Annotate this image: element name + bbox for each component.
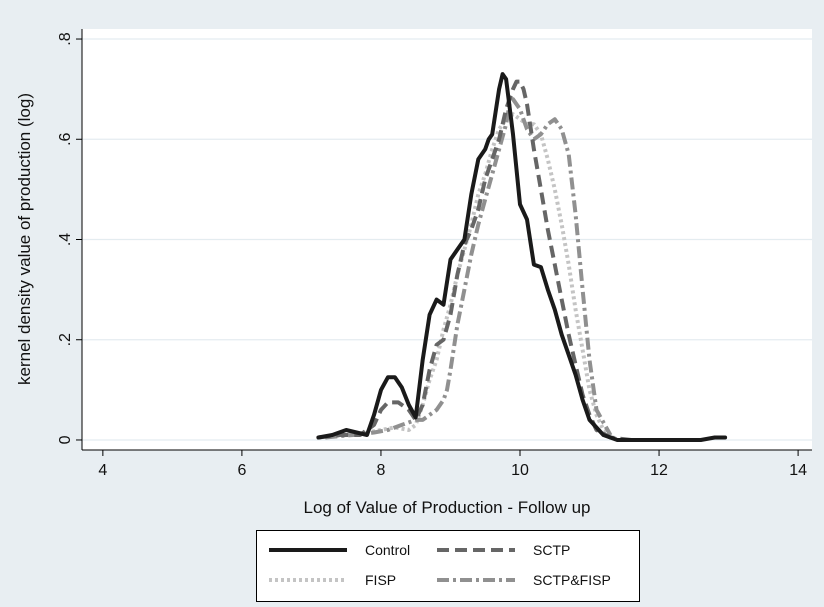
series-lines <box>316 72 728 442</box>
series-line-control <box>316 72 728 442</box>
y-axis-label: kernel density value of production (log) <box>15 93 34 385</box>
y-tick-label: .8 <box>57 32 74 45</box>
x-tick-label: 14 <box>789 462 807 479</box>
y-tick-label: 0 <box>57 435 74 444</box>
legend: Control SCTP FISP SCTP&FISP <box>256 530 640 602</box>
legend-label: FISP <box>365 572 396 588</box>
x-tick-label: 8 <box>376 462 385 479</box>
x-tick-label: 10 <box>511 462 529 479</box>
legend-svg: Control SCTP FISP SCTP&FISP <box>269 542 611 588</box>
x-tick-label: 12 <box>650 462 668 479</box>
legend-label: Control <box>365 542 410 558</box>
series-line-sctp-fisp <box>325 97 613 440</box>
x-tick-label: 6 <box>237 462 246 479</box>
x-tick-label: 4 <box>98 462 107 479</box>
series-line-fisp <box>318 112 619 442</box>
axes: 0 .2 .4 .6 .8 4 6 8 10 12 14 <box>57 29 812 479</box>
legend-label: SCTP <box>533 542 570 558</box>
legend-label: SCTP&FISP <box>533 572 611 588</box>
y-tick-label: .4 <box>57 233 74 246</box>
y-tick-label: .6 <box>57 132 74 145</box>
y-tick-label: .2 <box>57 333 74 346</box>
x-axis-label: Log of Value of Production - Follow up <box>304 498 591 517</box>
series-line-sctp <box>318 79 632 442</box>
